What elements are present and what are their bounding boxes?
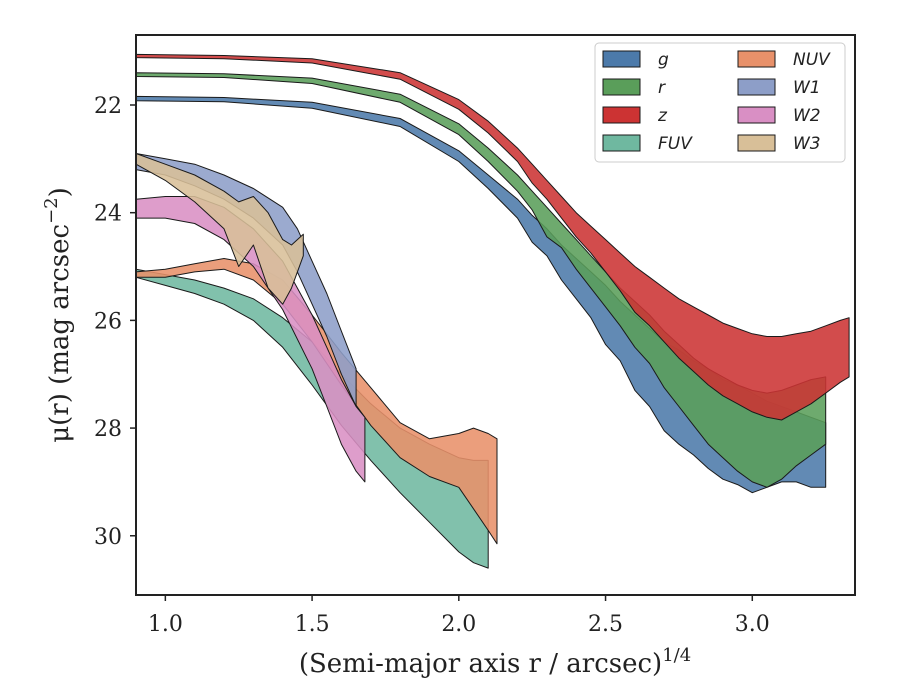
legend-label-z: z xyxy=(657,106,668,126)
band-fuv xyxy=(135,268,489,569)
legend-label-w1: W1 xyxy=(793,78,821,98)
x-tick-label: 1.5 xyxy=(295,612,330,637)
plot-frame xyxy=(135,34,856,596)
y-axis-label: μ(r) (mag arcsec−2) xyxy=(41,187,75,443)
legend-frame xyxy=(594,42,846,163)
legend-swatch-r xyxy=(602,78,641,96)
y-tick-label: 24 xyxy=(94,202,122,227)
band-r xyxy=(135,72,827,488)
legend-swatch-g xyxy=(602,50,641,68)
legend-label-g: g xyxy=(658,50,669,70)
x-axis-ticks: 1.0 1.5 2.0 2.5 3.0 xyxy=(148,595,770,637)
legend-swatch-w2 xyxy=(737,106,776,124)
legend-swatch-fuv xyxy=(602,134,641,152)
legend-items: grz FUV NUV W1 W2 W3 xyxy=(602,50,831,154)
legend-label-w2: W2 xyxy=(793,106,821,126)
legend-swatch-z xyxy=(602,106,641,124)
y-tick-label: 30 xyxy=(94,525,122,550)
legend: grz FUV NUV W1 W2 W3 xyxy=(594,42,846,163)
legend-label-w3: W3 xyxy=(793,134,821,154)
legend-swatch-w1 xyxy=(737,78,776,96)
legend-label-nuv: NUV xyxy=(793,50,831,70)
legend-swatch-w3 xyxy=(737,134,776,152)
band-z xyxy=(135,53,850,421)
x-tick-label: 1.0 xyxy=(148,612,183,637)
x-tick-label: 3.0 xyxy=(735,612,770,637)
band-w3 xyxy=(135,153,304,305)
x-tick-label: 2.0 xyxy=(441,612,476,637)
legend-label-fuv: FUV xyxy=(658,134,693,154)
x-axis-label: (Semi-major axis r / arcsec)1/4 xyxy=(299,645,691,679)
y-axis-ticks: 22 24 26 28 30 xyxy=(94,94,136,550)
y-tick-label: 22 xyxy=(94,94,122,119)
legend-swatch-nuv xyxy=(737,50,776,68)
legend-label-r: r xyxy=(658,78,666,98)
x-tick-label: 2.5 xyxy=(588,612,623,637)
y-tick-label: 28 xyxy=(94,417,122,442)
band-layer xyxy=(135,53,850,569)
y-tick-label: 26 xyxy=(94,309,122,334)
